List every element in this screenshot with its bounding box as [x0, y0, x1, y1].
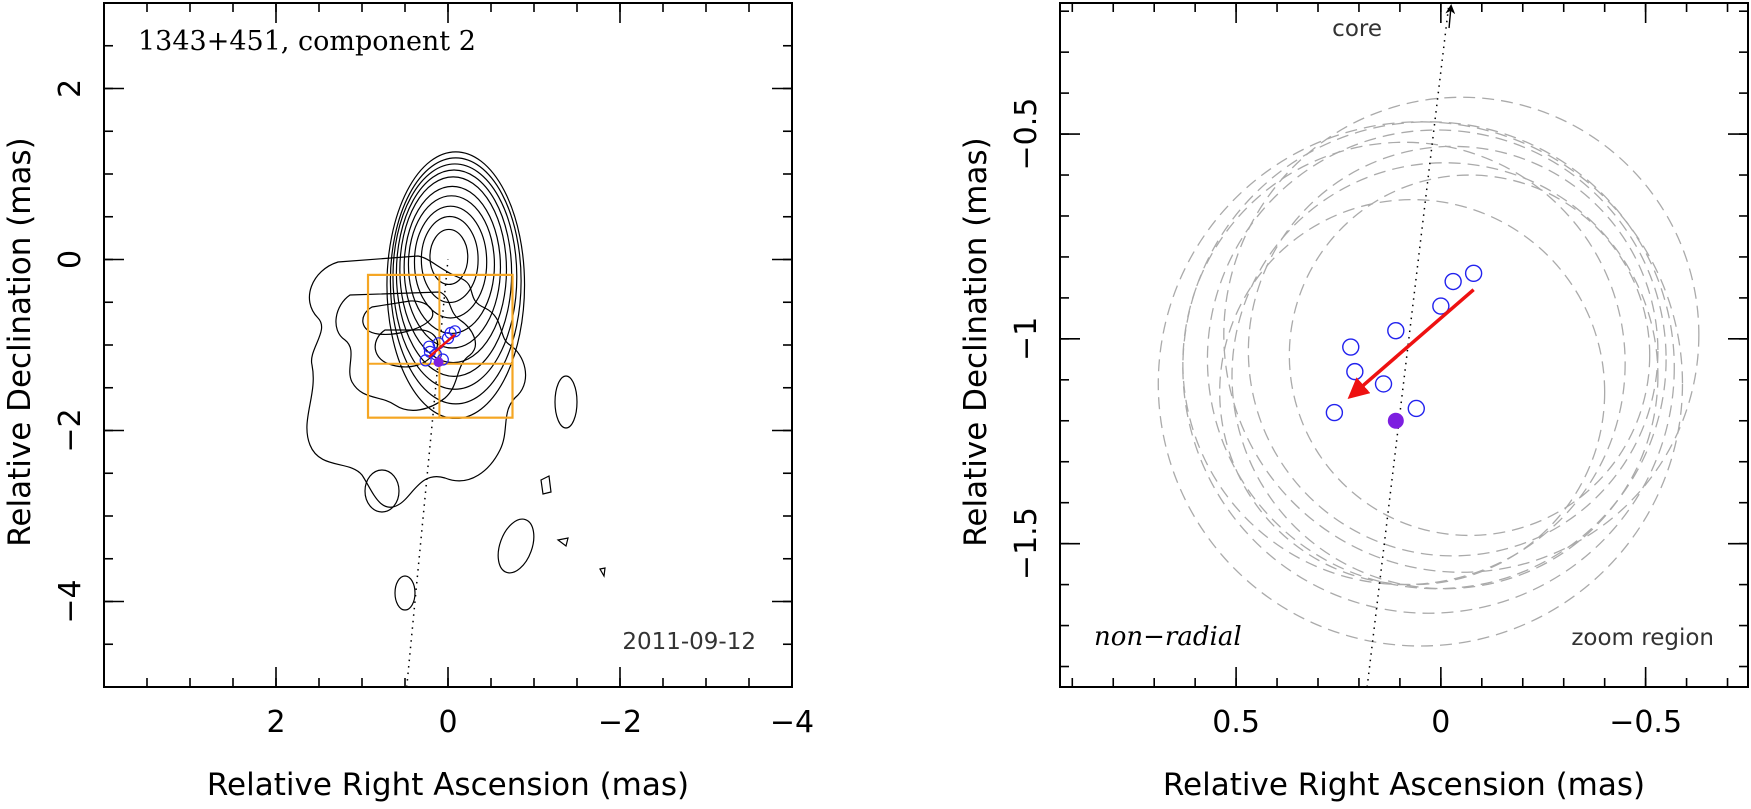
- right-y-tick-label: −1: [1009, 317, 1044, 361]
- epoch-position-marker: [1325, 403, 1344, 422]
- contour-level: [392, 163, 518, 390]
- left-date-annotation: 2011-09-12: [622, 629, 756, 655]
- left-motion-vector: [428, 333, 456, 358]
- beam-halo: [1182, 121, 1675, 614]
- blob-west: [554, 375, 578, 429]
- contour-level: [399, 176, 508, 364]
- beam-halo: [1182, 141, 1626, 586]
- epoch-position-marker: [1387, 321, 1405, 340]
- contour-level: [403, 185, 502, 349]
- left-y-axis-label: Relative Declination (mas): [2, 137, 38, 547]
- left-tick-labels: 2 0 −2 −4 2 0 −2 −4: [53, 79, 814, 740]
- blob-small-3: [599, 567, 606, 578]
- blob-south: [497, 518, 535, 574]
- panel-right: core 0.5 0 −0.5 −0.5 −1 −1.5 non−radial zoom …: [958, 2, 1749, 803]
- motion-vector-arrow: [1347, 288, 1475, 399]
- mid-contour-3: [362, 300, 434, 335]
- zoom-region-annotation: zoom region: [1571, 625, 1714, 651]
- reference-position-marker: [1387, 412, 1404, 429]
- contour-level: [429, 228, 469, 286]
- left-contours: [386, 151, 526, 420]
- left-epoch-marker: [448, 325, 461, 338]
- contour-level: [420, 215, 479, 304]
- epoch-position-marker: [1444, 272, 1462, 291]
- contour-level: [395, 169, 513, 377]
- blob-small-1: [540, 475, 552, 495]
- right-tick-labels: 0.5 0 −0.5 −0.5 −1 −1.5: [1009, 98, 1682, 740]
- right-x-axis-label: Relative Right Ascension (mas): [1163, 767, 1645, 803]
- beam-halos: [1157, 96, 1700, 647]
- epoch-position-marker: [1407, 399, 1425, 418]
- right-x-tick-label: −0.5: [1609, 705, 1682, 740]
- contour-level: [413, 205, 488, 319]
- epoch-position-marker: [1432, 297, 1450, 315]
- left-x-tick-label: −4: [770, 705, 814, 740]
- core-direction-arrow: [1445, 4, 1456, 29]
- left-y-tick-label: −4: [53, 579, 88, 623]
- right-y-axis-label: Relative Declination (mas): [958, 137, 994, 547]
- outer-contour: [306, 255, 527, 508]
- right-x-tick-label: 0: [1431, 705, 1450, 740]
- right-x-tick-label: 0.5: [1212, 705, 1260, 740]
- mid-contour-1: [335, 291, 476, 411]
- beam-halo: [1288, 174, 1651, 537]
- left-y-tick-label: 0: [53, 250, 88, 269]
- left-y-tick-label: 2: [53, 79, 88, 98]
- left-x-axis-label: Relative Right Ascension (mas): [207, 767, 689, 803]
- beam-halo: [1223, 96, 1700, 573]
- blob-south-east: [394, 575, 416, 611]
- left-reference-marker: [433, 357, 444, 368]
- beam-halo: [1206, 129, 1667, 590]
- blob-east: [364, 469, 400, 513]
- beam-halo: [1247, 145, 1659, 557]
- epoch-position-marker: [1346, 362, 1364, 381]
- epoch-position-marker: [1464, 264, 1483, 283]
- left-ridge-line: [405, 259, 449, 688]
- left-plot-frame: [103, 2, 793, 688]
- left-title: 1343+451, component 2: [138, 26, 476, 57]
- epoch-position-marker: [1342, 338, 1360, 356]
- left-x-tick-label: 2: [266, 705, 285, 740]
- left-x-tick-label: −2: [598, 705, 642, 740]
- beam-halo: [1219, 198, 1606, 586]
- contour-level: [386, 151, 526, 420]
- core-label: core: [1332, 16, 1382, 42]
- epoch-position-marker: [1374, 375, 1393, 393]
- beam-halo: [1231, 162, 1659, 590]
- right-y-tick-label: −0.5: [1009, 98, 1044, 171]
- left-y-tick-label: −2: [53, 408, 88, 452]
- contour-level: [389, 157, 522, 405]
- right-plot-frame: [1059, 2, 1749, 688]
- left-x-tick-label: 0: [438, 705, 457, 740]
- beam-halo: [1157, 121, 1684, 647]
- left-extra-contours: [306, 255, 606, 611]
- non-radial-annotation: non−radial: [1094, 622, 1242, 652]
- left-epoch-markers: [419, 325, 461, 368]
- panel-left: 2 0 −2 −4 2 0 −2 −4 1343+451, component 2 2011-…: [2, 2, 814, 803]
- epoch-positions: [1325, 264, 1483, 422]
- blob-small-2: [556, 537, 569, 548]
- right-ticks: [1060, 3, 1748, 687]
- right-y-tick-label: −1.5: [1009, 507, 1044, 580]
- left-ticks: [103, 2, 793, 688]
